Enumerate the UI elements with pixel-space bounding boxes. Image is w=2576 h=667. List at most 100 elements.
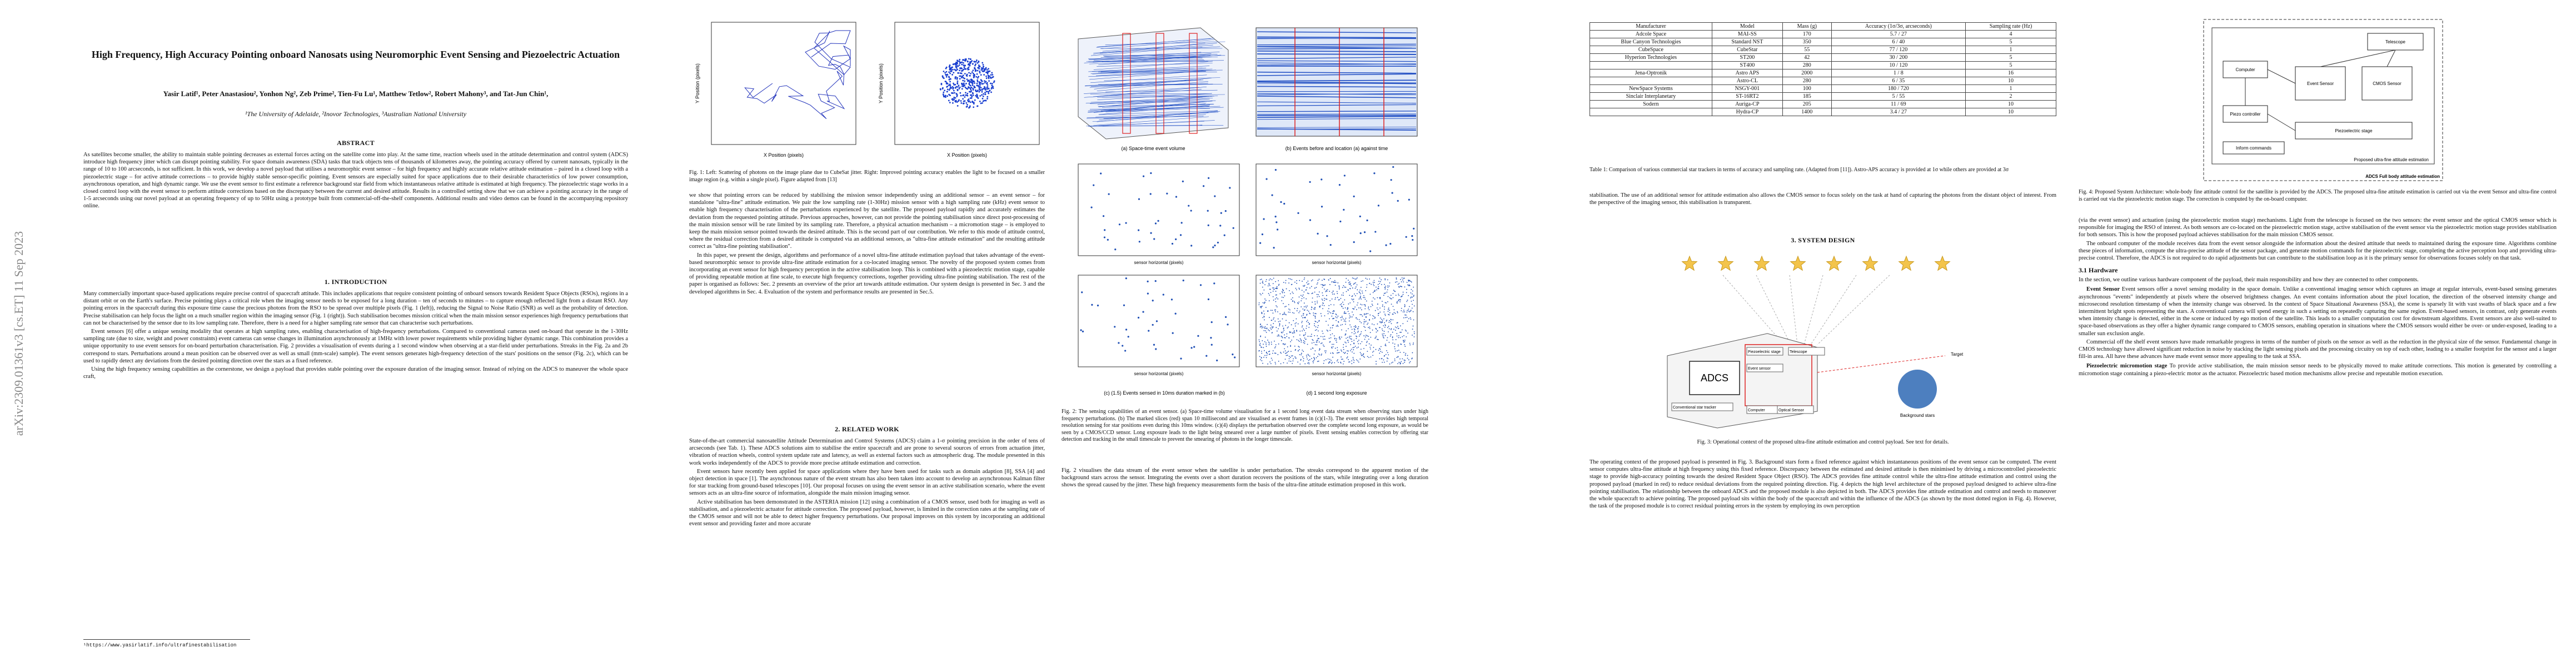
event-dot bbox=[1397, 200, 1399, 202]
event-dot bbox=[1388, 307, 1389, 309]
event-dot bbox=[1273, 277, 1274, 279]
y-axis-label: Y Position (pixels) bbox=[695, 63, 700, 103]
paragraph: The operating context of the proposed pa… bbox=[1590, 459, 2056, 510]
event-dot bbox=[1274, 320, 1276, 322]
photon-dot bbox=[943, 71, 945, 72]
event-dot bbox=[1312, 361, 1314, 362]
photon-dot bbox=[988, 77, 990, 79]
photon-dot bbox=[959, 92, 961, 94]
event-dot bbox=[1408, 285, 1409, 286]
event-dot bbox=[1398, 328, 1399, 330]
photon-dot bbox=[964, 77, 966, 79]
event-dot bbox=[1283, 282, 1284, 283]
event-dot bbox=[1263, 310, 1264, 312]
event-dot bbox=[1351, 332, 1353, 334]
event-dot bbox=[1313, 357, 1314, 359]
event-dot bbox=[1321, 315, 1322, 317]
event-dot bbox=[1314, 335, 1316, 336]
event-dot bbox=[1359, 289, 1361, 291]
event-dot bbox=[1352, 299, 1353, 301]
paragraph: Event Sensor Event sensors offer a novel… bbox=[2079, 286, 2557, 337]
table-cell: ST400 bbox=[1711, 61, 1783, 69]
event-streak bbox=[1089, 57, 1210, 60]
event-dot bbox=[1339, 220, 1342, 223]
event-dot bbox=[1382, 321, 1383, 322]
event-dot bbox=[1365, 313, 1367, 315]
event-dot bbox=[1381, 279, 1382, 281]
event-dot bbox=[1332, 325, 1333, 326]
event-dot bbox=[1214, 195, 1216, 197]
event-dot bbox=[1320, 313, 1322, 315]
event-dot bbox=[1361, 314, 1362, 316]
event-dot bbox=[1259, 359, 1261, 361]
event-dot bbox=[1406, 336, 1407, 337]
event-dot bbox=[1298, 301, 1300, 303]
event-dot bbox=[1302, 356, 1304, 358]
event-dot bbox=[1190, 210, 1192, 212]
photon-dot bbox=[950, 71, 952, 72]
event-dot bbox=[1285, 306, 1287, 307]
event-dot bbox=[1149, 193, 1152, 195]
table-cell: Auriga-CP bbox=[1711, 100, 1783, 108]
photon-dot bbox=[961, 88, 963, 90]
event-dot bbox=[1387, 301, 1388, 302]
event-dot bbox=[1378, 288, 1379, 290]
photon-dot bbox=[945, 66, 948, 68]
event-streak bbox=[1097, 81, 1209, 91]
event-dot bbox=[1399, 301, 1401, 302]
event-dot bbox=[1357, 341, 1358, 342]
event-dot bbox=[1327, 313, 1329, 315]
event-streak bbox=[1098, 54, 1211, 66]
event-dot bbox=[1207, 210, 1209, 212]
event-dot bbox=[1301, 354, 1302, 356]
photon-dot bbox=[946, 73, 948, 76]
event-dot bbox=[1286, 333, 1288, 335]
photon-dot bbox=[976, 79, 979, 81]
event-dot bbox=[1371, 283, 1372, 285]
event-dot bbox=[1392, 361, 1393, 363]
event-dot bbox=[1315, 313, 1317, 315]
event-dot bbox=[1273, 247, 1275, 249]
event-dot bbox=[1302, 349, 1303, 351]
event-dot bbox=[1353, 298, 1354, 300]
event-dot bbox=[1401, 310, 1402, 311]
event-dot bbox=[1404, 346, 1406, 347]
event-dot bbox=[1278, 285, 1279, 286]
event-dot bbox=[1383, 361, 1385, 363]
event-dot bbox=[1412, 293, 1413, 295]
event-dot bbox=[1384, 279, 1386, 281]
earth-icon bbox=[1898, 370, 1937, 409]
event-dot bbox=[1324, 339, 1326, 340]
event-dot bbox=[1304, 363, 1306, 365]
photon-dot bbox=[962, 74, 964, 77]
photon-dot bbox=[983, 66, 985, 68]
event-dot bbox=[1408, 308, 1409, 310]
event-dot bbox=[1150, 172, 1152, 175]
event-dot bbox=[1307, 283, 1308, 285]
photon-dot bbox=[948, 89, 950, 91]
event-dot bbox=[1272, 290, 1274, 292]
event-dot bbox=[1331, 315, 1333, 317]
event-band bbox=[1257, 73, 1417, 76]
component-box bbox=[2367, 33, 2424, 51]
event-dot bbox=[1349, 337, 1351, 339]
event-dot bbox=[1354, 325, 1356, 326]
event-dot bbox=[1340, 362, 1342, 364]
event-dot bbox=[1313, 362, 1314, 364]
event-dot bbox=[1261, 233, 1264, 236]
event-dot bbox=[1312, 279, 1313, 281]
diagram-label: Computer bbox=[2235, 67, 2255, 72]
event-dot bbox=[1365, 277, 1367, 279]
star-icon bbox=[1717, 255, 1734, 271]
event-dot bbox=[1354, 306, 1356, 308]
event-dot bbox=[1403, 310, 1404, 311]
event-dot bbox=[1384, 324, 1386, 326]
event-dot bbox=[1172, 332, 1174, 334]
event-dot bbox=[1157, 220, 1159, 222]
photon-dot bbox=[982, 95, 984, 97]
star-icon bbox=[1934, 255, 1951, 271]
photon-dot bbox=[974, 82, 975, 84]
event-dot bbox=[1354, 293, 1355, 295]
event-dot bbox=[1332, 361, 1333, 363]
event-dot bbox=[1397, 283, 1399, 285]
